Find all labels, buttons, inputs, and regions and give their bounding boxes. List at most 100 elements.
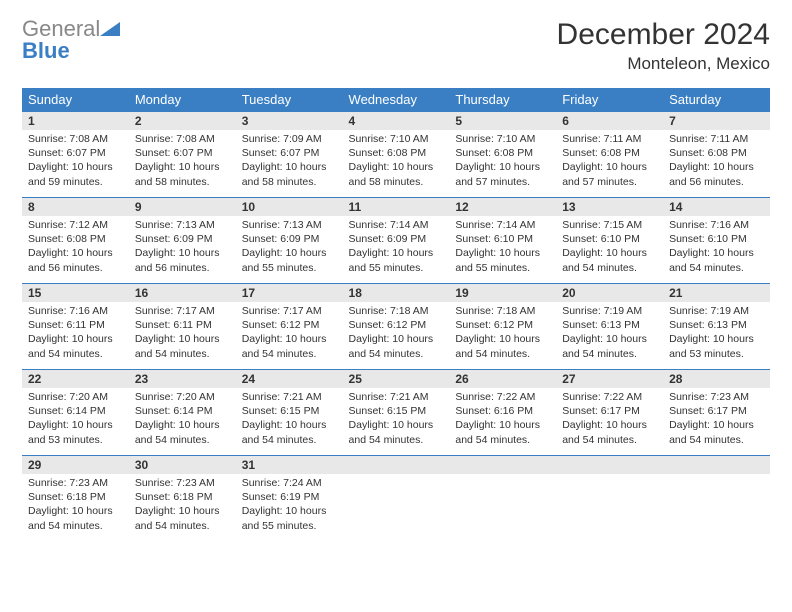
- daylight-text: Daylight: 10 hours and 54 minutes.: [562, 246, 657, 274]
- calendar-cell: 31Sunrise: 7:24 AMSunset: 6:19 PMDayligh…: [236, 455, 343, 541]
- day-number: 6: [556, 111, 663, 130]
- sunset-text: Sunset: 6:08 PM: [28, 232, 123, 246]
- daylight-text: Daylight: 10 hours and 57 minutes.: [562, 160, 657, 188]
- day-details: Sunrise: 7:12 AMSunset: 6:08 PMDaylight:…: [22, 216, 129, 279]
- weekday-header: Monday: [129, 88, 236, 111]
- calendar-cell: 21Sunrise: 7:19 AMSunset: 6:13 PMDayligh…: [663, 283, 770, 369]
- calendar-row: 1Sunrise: 7:08 AMSunset: 6:07 PMDaylight…: [22, 111, 770, 197]
- day-details: Sunrise: 7:15 AMSunset: 6:10 PMDaylight:…: [556, 216, 663, 279]
- day-number: 4: [343, 111, 450, 130]
- weekday-header: Sunday: [22, 88, 129, 111]
- sunset-text: Sunset: 6:13 PM: [562, 318, 657, 332]
- day-details: Sunrise: 7:17 AMSunset: 6:11 PMDaylight:…: [129, 302, 236, 365]
- day-number: 15: [22, 283, 129, 302]
- sunset-text: Sunset: 6:09 PM: [135, 232, 230, 246]
- daylight-text: Daylight: 10 hours and 55 minutes.: [455, 246, 550, 274]
- sunset-text: Sunset: 6:07 PM: [242, 146, 337, 160]
- day-number: 20: [556, 283, 663, 302]
- day-details: Sunrise: 7:08 AMSunset: 6:07 PMDaylight:…: [22, 130, 129, 193]
- sunrise-text: Sunrise: 7:23 AM: [135, 476, 230, 490]
- weekday-header: Wednesday: [343, 88, 450, 111]
- sunset-text: Sunset: 6:08 PM: [455, 146, 550, 160]
- calendar-cell: 24Sunrise: 7:21 AMSunset: 6:15 PMDayligh…: [236, 369, 343, 455]
- day-details: Sunrise: 7:10 AMSunset: 6:08 PMDaylight:…: [343, 130, 450, 193]
- daylight-text: Daylight: 10 hours and 54 minutes.: [455, 418, 550, 446]
- day-details: Sunrise: 7:13 AMSunset: 6:09 PMDaylight:…: [236, 216, 343, 279]
- day-details: Sunrise: 7:13 AMSunset: 6:09 PMDaylight:…: [129, 216, 236, 279]
- calendar-row: 8Sunrise: 7:12 AMSunset: 6:08 PMDaylight…: [22, 197, 770, 283]
- empty-day-bar: [343, 455, 450, 474]
- sunrise-text: Sunrise: 7:18 AM: [455, 304, 550, 318]
- day-number: 11: [343, 197, 450, 216]
- sunrise-text: Sunrise: 7:22 AM: [562, 390, 657, 404]
- day-details: Sunrise: 7:19 AMSunset: 6:13 PMDaylight:…: [556, 302, 663, 365]
- sunrise-text: Sunrise: 7:09 AM: [242, 132, 337, 146]
- sunset-text: Sunset: 6:12 PM: [349, 318, 444, 332]
- calendar-cell: 18Sunrise: 7:18 AMSunset: 6:12 PMDayligh…: [343, 283, 450, 369]
- day-number: 19: [449, 283, 556, 302]
- sunrise-text: Sunrise: 7:18 AM: [349, 304, 444, 318]
- daylight-text: Daylight: 10 hours and 54 minutes.: [242, 332, 337, 360]
- day-number: 14: [663, 197, 770, 216]
- calendar-cell: 19Sunrise: 7:18 AMSunset: 6:12 PMDayligh…: [449, 283, 556, 369]
- logo-triangle-icon: [100, 18, 120, 40]
- weekday-header: Friday: [556, 88, 663, 111]
- day-details: Sunrise: 7:20 AMSunset: 6:14 PMDaylight:…: [129, 388, 236, 451]
- sunset-text: Sunset: 6:12 PM: [242, 318, 337, 332]
- day-details: Sunrise: 7:19 AMSunset: 6:13 PMDaylight:…: [663, 302, 770, 365]
- day-number: 31: [236, 455, 343, 474]
- sunrise-text: Sunrise: 7:21 AM: [349, 390, 444, 404]
- sunset-text: Sunset: 6:10 PM: [669, 232, 764, 246]
- day-number: 28: [663, 369, 770, 388]
- calendar-cell: 30Sunrise: 7:23 AMSunset: 6:18 PMDayligh…: [129, 455, 236, 541]
- day-number: 8: [22, 197, 129, 216]
- sunset-text: Sunset: 6:08 PM: [562, 146, 657, 160]
- day-details: Sunrise: 7:21 AMSunset: 6:15 PMDaylight:…: [343, 388, 450, 451]
- sunset-text: Sunset: 6:17 PM: [669, 404, 764, 418]
- day-number: 21: [663, 283, 770, 302]
- calendar-row: 22Sunrise: 7:20 AMSunset: 6:14 PMDayligh…: [22, 369, 770, 455]
- day-number: 26: [449, 369, 556, 388]
- day-details: Sunrise: 7:11 AMSunset: 6:08 PMDaylight:…: [663, 130, 770, 193]
- sunrise-text: Sunrise: 7:13 AM: [242, 218, 337, 232]
- calendar-cell: 6Sunrise: 7:11 AMSunset: 6:08 PMDaylight…: [556, 111, 663, 197]
- day-number: 13: [556, 197, 663, 216]
- daylight-text: Daylight: 10 hours and 54 minutes.: [28, 332, 123, 360]
- sunset-text: Sunset: 6:09 PM: [242, 232, 337, 246]
- calendar-cell: 1Sunrise: 7:08 AMSunset: 6:07 PMDaylight…: [22, 111, 129, 197]
- sunset-text: Sunset: 6:11 PM: [28, 318, 123, 332]
- calendar-table: Sunday Monday Tuesday Wednesday Thursday…: [22, 88, 770, 541]
- daylight-text: Daylight: 10 hours and 54 minutes.: [28, 504, 123, 532]
- sunrise-text: Sunrise: 7:16 AM: [28, 304, 123, 318]
- day-details: Sunrise: 7:11 AMSunset: 6:08 PMDaylight:…: [556, 130, 663, 193]
- day-details: Sunrise: 7:23 AMSunset: 6:17 PMDaylight:…: [663, 388, 770, 451]
- calendar-cell: 12Sunrise: 7:14 AMSunset: 6:10 PMDayligh…: [449, 197, 556, 283]
- day-number: 16: [129, 283, 236, 302]
- day-details: Sunrise: 7:20 AMSunset: 6:14 PMDaylight:…: [22, 388, 129, 451]
- daylight-text: Daylight: 10 hours and 54 minutes.: [349, 418, 444, 446]
- sunrise-text: Sunrise: 7:10 AM: [349, 132, 444, 146]
- day-number: 18: [343, 283, 450, 302]
- weekday-header-row: Sunday Monday Tuesday Wednesday Thursday…: [22, 88, 770, 111]
- day-number: 17: [236, 283, 343, 302]
- day-number: 3: [236, 111, 343, 130]
- sunset-text: Sunset: 6:12 PM: [455, 318, 550, 332]
- daylight-text: Daylight: 10 hours and 55 minutes.: [242, 246, 337, 274]
- calendar-cell: [343, 455, 450, 541]
- sunrise-text: Sunrise: 7:10 AM: [455, 132, 550, 146]
- calendar-cell: 27Sunrise: 7:22 AMSunset: 6:17 PMDayligh…: [556, 369, 663, 455]
- day-number: 9: [129, 197, 236, 216]
- sunset-text: Sunset: 6:09 PM: [349, 232, 444, 246]
- day-number: 7: [663, 111, 770, 130]
- calendar-cell: 2Sunrise: 7:08 AMSunset: 6:07 PMDaylight…: [129, 111, 236, 197]
- daylight-text: Daylight: 10 hours and 54 minutes.: [562, 418, 657, 446]
- sunrise-text: Sunrise: 7:20 AM: [28, 390, 123, 404]
- sunset-text: Sunset: 6:08 PM: [669, 146, 764, 160]
- calendar-cell: 25Sunrise: 7:21 AMSunset: 6:15 PMDayligh…: [343, 369, 450, 455]
- sunrise-text: Sunrise: 7:19 AM: [562, 304, 657, 318]
- empty-day-bar: [663, 455, 770, 474]
- empty-day-bar: [449, 455, 556, 474]
- sunset-text: Sunset: 6:11 PM: [135, 318, 230, 332]
- calendar-cell: 28Sunrise: 7:23 AMSunset: 6:17 PMDayligh…: [663, 369, 770, 455]
- day-number: 22: [22, 369, 129, 388]
